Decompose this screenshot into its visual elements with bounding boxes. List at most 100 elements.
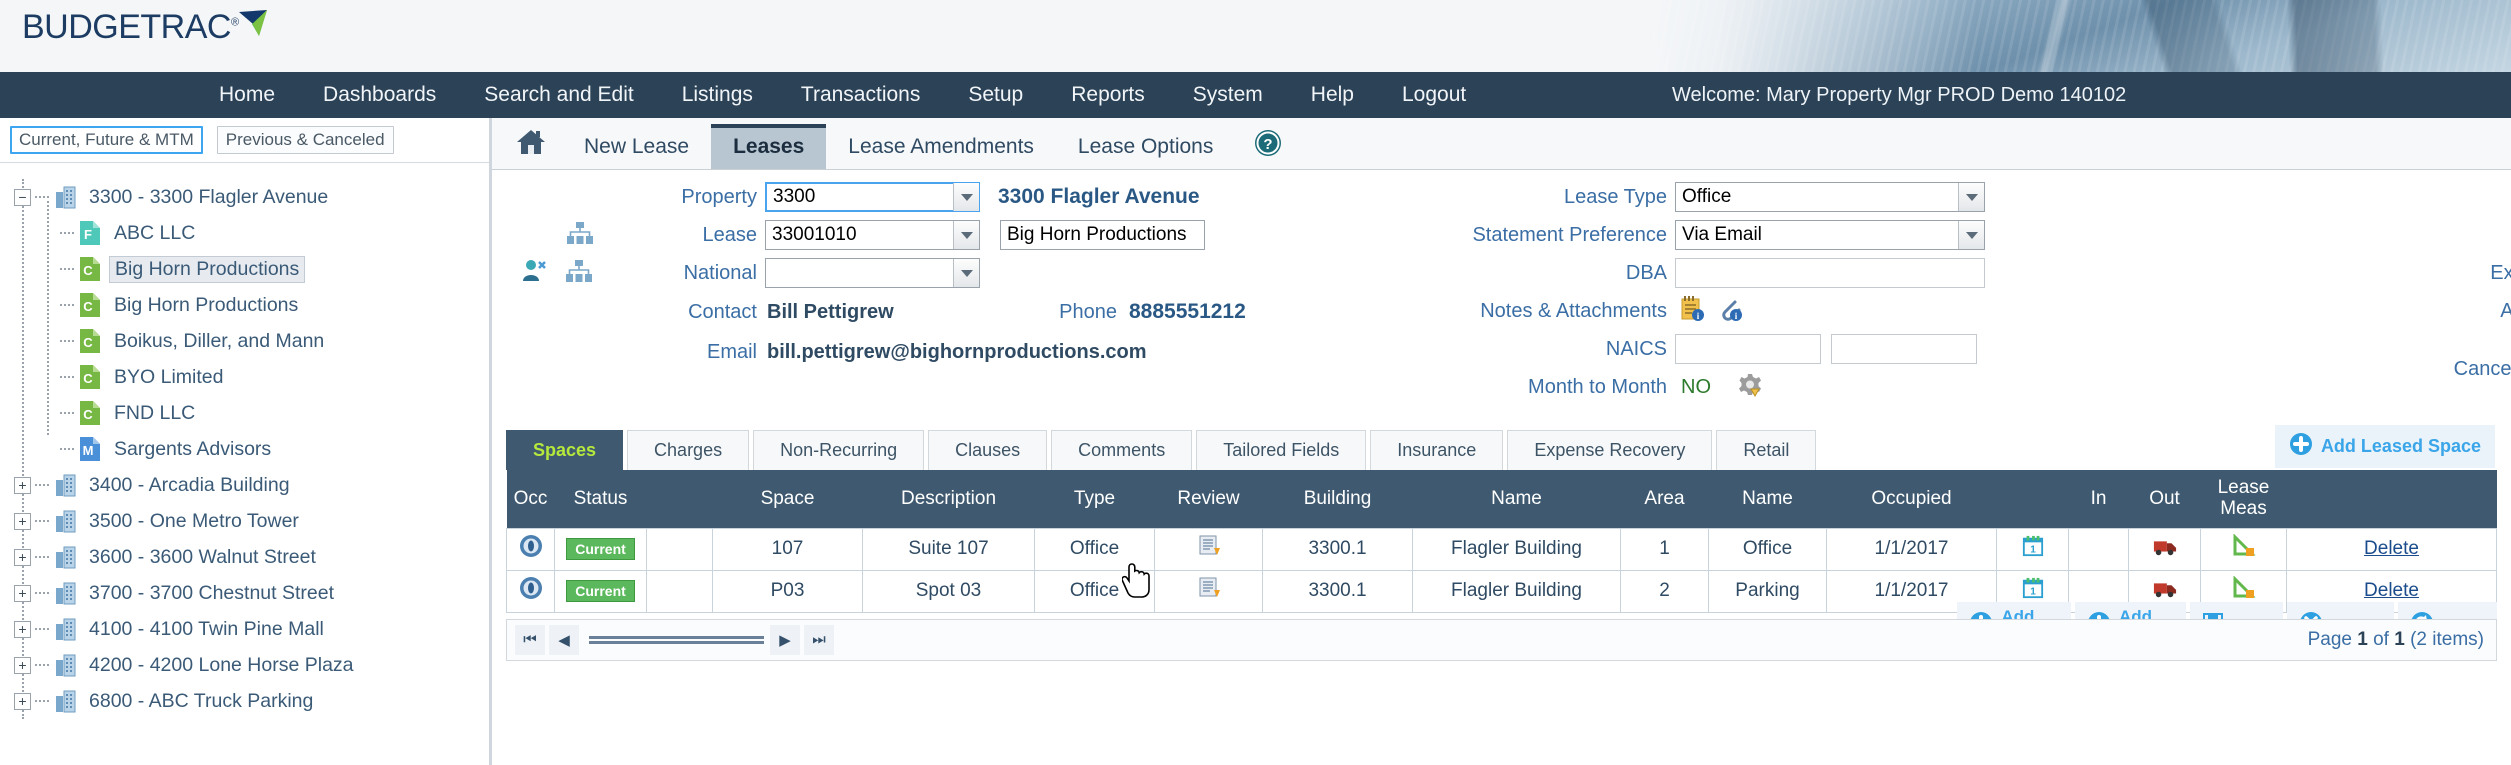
naics-code-input[interactable] [1675, 334, 1821, 364]
nav-item-reports[interactable]: Reports [1071, 83, 1145, 106]
tree-node-property[interactable]: − 3300 - 3300 Flagler Avenue [14, 179, 489, 215]
col-building-name[interactable]: Name [1412, 470, 1621, 529]
tree-node-label[interactable]: 3700 - 3700 Chestnut Street [89, 581, 334, 604]
move-out-icon[interactable] [2153, 541, 2177, 562]
cell-lease-meas[interactable] [2200, 527, 2287, 571]
lease-measure-icon[interactable] [2232, 533, 2256, 563]
move-out-icon[interactable] [2153, 583, 2177, 604]
cell-occupied-calendar[interactable]: 1 [1996, 527, 2069, 571]
tab-lease-amendments[interactable]: Lease Amendments [848, 135, 1034, 158]
tree-node-property[interactable]: +6800 - ABC Truck Parking [14, 683, 489, 719]
tree-node-label[interactable]: 6800 - ABC Truck Parking [89, 689, 314, 712]
tree-node-lease[interactable]: C BYO Limited [14, 359, 489, 395]
col-in[interactable]: In [2068, 470, 2129, 529]
calendar-icon[interactable]: 1 [2022, 536, 2044, 562]
national-dropdown-arrow[interactable] [953, 259, 979, 287]
tree-node-label[interactable]: Big Horn Productions [114, 293, 299, 316]
subtab-retail[interactable]: Retail [1716, 430, 1817, 470]
expand-icon[interactable]: + [14, 692, 31, 710]
tree-node-label[interactable]: 3400 - Arcadia Building [89, 473, 290, 496]
nav-item-home[interactable]: Home [219, 83, 276, 106]
pager-track[interactable] [589, 635, 764, 644]
cell-review[interactable] [1154, 569, 1263, 613]
cell-occ[interactable] [506, 569, 555, 613]
col-out[interactable]: Out [2128, 470, 2201, 529]
subtab-expense-recovery[interactable]: Expense Recovery [1507, 430, 1713, 470]
nav-item-dashboards[interactable]: Dashboards [323, 83, 437, 106]
prev-page-icon[interactable]: ◀ [549, 624, 579, 655]
tree-node-label[interactable]: Big Horn Productions [109, 255, 306, 283]
tree-node-label[interactable]: FND LLC [114, 401, 196, 424]
tenant-name-input[interactable] [1000, 220, 1205, 250]
expand-icon[interactable]: + [14, 548, 31, 566]
tree-node-label[interactable]: Boikus, Diller, and Mann [114, 329, 325, 352]
nav-item-listings[interactable]: Listings [681, 83, 753, 106]
tree-node-label[interactable]: BYO Limited [114, 365, 224, 388]
lease-type-select[interactable] [1675, 182, 1985, 212]
review-doc-icon[interactable] [1197, 577, 1221, 605]
org-chart-icon-lease[interactable] [566, 221, 593, 249]
notes-icon[interactable]: i [1679, 295, 1705, 327]
col-review[interactable]: Review [1154, 470, 1263, 529]
collapse-icon[interactable]: − [14, 188, 31, 206]
filter-previous-canceled[interactable]: Previous & Canceled [216, 126, 394, 154]
tree-node-lease[interactable]: M Sargents Advisors [14, 431, 489, 467]
statement-preference-dropdown-arrow[interactable] [1958, 221, 1984, 249]
lease-type-dropdown-arrow[interactable] [1958, 183, 1984, 211]
subtab-clauses[interactable]: Clauses [928, 430, 1048, 470]
col-area-name[interactable]: Name [1708, 470, 1827, 529]
col-area[interactable]: Area [1620, 470, 1709, 529]
expand-icon[interactable]: + [14, 584, 31, 602]
col-status[interactable]: Status [554, 470, 647, 529]
tree-node-label[interactable]: Sargents Advisors [114, 437, 272, 460]
property-dropdown-arrow[interactable] [953, 183, 979, 211]
col-lease-meas[interactable]: Lease Meas [2200, 470, 2287, 529]
tree-node-label[interactable]: ABC LLC [114, 221, 196, 244]
col-occupied[interactable]: Occupied [1826, 470, 1997, 529]
table-row[interactable]: Current 107 Suite 107 Office 3300.1 Flagler B… [506, 527, 2497, 571]
national-select[interactable] [765, 258, 980, 288]
paperclip-icon[interactable]: i [1717, 296, 1743, 327]
tab-leases[interactable]: Leases [711, 124, 827, 169]
dba-input[interactable] [1675, 258, 1985, 288]
subtab-spaces[interactable]: Spaces [506, 430, 624, 470]
last-page-icon[interactable]: ⏭ [804, 624, 834, 655]
expand-icon[interactable]: + [14, 656, 31, 674]
nav-item-setup[interactable]: Setup [968, 83, 1024, 106]
tree-node-label[interactable]: 3300 - 3300 Flagler Avenue [89, 185, 329, 208]
delete-row-link[interactable]: Delete [2364, 538, 2419, 560]
nav-item-transactions[interactable]: Transactions [800, 83, 921, 106]
cell-actions[interactable]: Delete [2286, 527, 2497, 571]
gear-warning-icon[interactable] [1737, 372, 1763, 403]
expand-icon[interactable]: + [14, 512, 31, 530]
tree-node-label[interactable]: 3500 - One Metro Tower [89, 509, 299, 532]
tree-node-property[interactable]: +3400 - Arcadia Building [14, 467, 489, 503]
cell-occ[interactable] [506, 527, 555, 571]
help-question-icon[interactable]: ? [1253, 128, 1283, 163]
org-chart-icon-national[interactable] [565, 259, 592, 287]
col-building[interactable]: Building [1262, 470, 1413, 529]
tree-node-property[interactable]: +4100 - 4100 Twin Pine Mall [14, 611, 489, 647]
first-page-icon[interactable]: ⏮ [515, 624, 545, 655]
property-select[interactable] [765, 182, 980, 212]
col-occ[interactable]: Occ [506, 470, 555, 529]
occupancy-icon[interactable] [519, 535, 543, 563]
naics-description-input[interactable] [1831, 334, 1977, 364]
app-logo[interactable]: BUDGETRAC® [22, 8, 277, 47]
tree-node-lease[interactable]: C Big Horn Productions [14, 287, 489, 323]
tree-node-property[interactable]: +3700 - 3700 Chestnut Street [14, 575, 489, 611]
nav-item-system[interactable]: System [1192, 83, 1263, 106]
tree-node-lease[interactable]: F ABC LLC [14, 215, 489, 251]
tree-node-label[interactable]: 4200 - 4200 Lone Horse Plaza [89, 653, 354, 676]
review-doc-icon[interactable] [1197, 535, 1221, 563]
subtab-non-recurring[interactable]: Non-Recurring [753, 430, 925, 470]
tree-node-lease[interactable]: C Big Horn Productions [14, 251, 489, 287]
occupancy-icon[interactable] [519, 577, 543, 605]
subtab-charges[interactable]: Charges [627, 430, 750, 470]
col-description[interactable]: Description [862, 470, 1035, 529]
add-leased-space-button[interactable]: Add Leased Space [2274, 425, 2495, 468]
filter-current-future-mtm[interactable]: Current, Future & MTM [10, 126, 203, 154]
subtab-tailored-fields[interactable]: Tailored Fields [1196, 430, 1367, 470]
home-icon[interactable] [516, 128, 546, 161]
subtab-insurance[interactable]: Insurance [1370, 430, 1504, 470]
